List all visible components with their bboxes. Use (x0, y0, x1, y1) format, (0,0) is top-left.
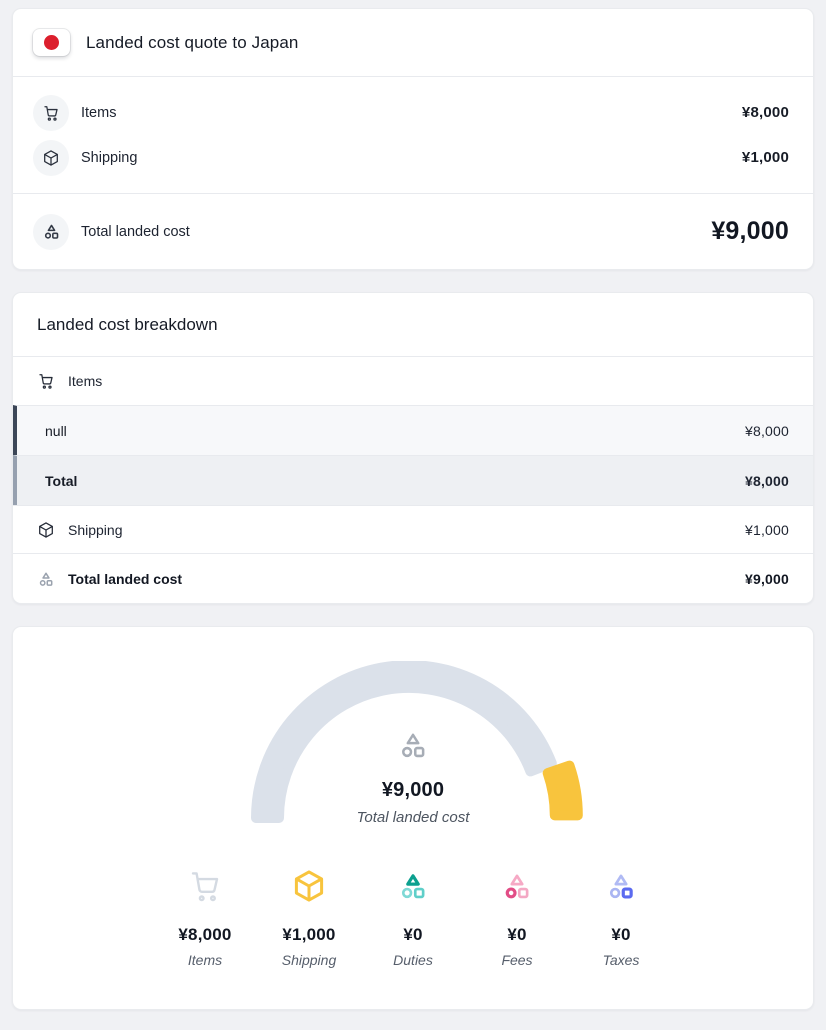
legend-shipping: ¥1,000 Shipping (257, 866, 361, 968)
legend-value: ¥0 (507, 925, 527, 944)
quote-card-header: Landed cost quote to Japan (13, 9, 813, 77)
legend-value: ¥0 (403, 925, 423, 944)
gauge-center-label: Total landed cost (356, 809, 470, 826)
shapes-circle-icon (465, 866, 569, 906)
breakdown-item-row-null: null ¥8,000 (13, 405, 813, 455)
gauge-chart-card: ¥9,000 Total landed cost ¥8,000 Items (12, 626, 814, 1010)
landed-cost-shapes-icon (33, 213, 69, 250)
gauge-arc (251, 661, 583, 823)
package-icon (33, 139, 69, 176)
gauge-center: ¥9,000 Total landed cost (239, 729, 587, 826)
legend-label: Duties (393, 952, 433, 968)
breakdown-shipping-label: Shipping (68, 521, 123, 538)
cart-icon (153, 866, 257, 906)
breakdown-item-value: ¥8,000 (744, 472, 789, 489)
legend-items: ¥8,000 Items (153, 866, 257, 968)
gauge-center-value: ¥9,000 (381, 779, 445, 801)
cart-icon (37, 372, 55, 390)
quote-row-value: ¥8,000 (741, 104, 789, 121)
breakdown-items-total-row: Total ¥8,000 (13, 455, 813, 505)
shapes-triangle-icon (361, 866, 465, 906)
quote-row-items: Items ¥8,000 (13, 90, 813, 135)
legend-value: ¥1,000 (282, 925, 336, 944)
package-icon (257, 866, 361, 906)
quote-total-value: ¥9,000 (711, 217, 789, 245)
quote-row-value: ¥1,000 (741, 149, 789, 166)
japan-flag-icon (33, 29, 70, 56)
quote-row-shipping: Shipping ¥1,000 (13, 135, 813, 180)
breakdown-card: Landed cost breakdown Items null ¥8,000 … (12, 292, 814, 604)
legend-duties: ¥0 Duties (361, 866, 465, 968)
gauge-items-segment (251, 661, 557, 823)
breakdown-shipping-value: ¥1,000 (744, 521, 789, 538)
legend-fees: ¥0 Fees (465, 866, 569, 968)
gauge-legend: ¥8,000 Items ¥1,000 Shipping (13, 866, 813, 968)
quote-rows: Items ¥8,000 Shipping ¥1,000 (13, 77, 813, 193)
breakdown-item-label: Total (45, 472, 78, 489)
gauge-shipping-segment (542, 760, 583, 821)
legend-label: Taxes (602, 952, 640, 968)
quote-total-row: Total landed cost ¥9,000 (13, 193, 813, 269)
breakdown-item-value: ¥8,000 (744, 422, 789, 439)
quote-row-label: Items (81, 104, 117, 121)
quote-card: Landed cost quote to Japan Items ¥8,000 (12, 8, 814, 270)
shapes-square-icon (569, 866, 673, 906)
legend-value: ¥0 (611, 925, 631, 944)
breakdown-total-row: Total landed cost ¥9,000 (13, 553, 813, 603)
quote-row-label: Shipping (81, 149, 138, 166)
legend-label: Shipping (281, 952, 337, 968)
legend-taxes: ¥0 Taxes (569, 866, 673, 968)
breakdown-items-section-header[interactable]: Items (13, 357, 813, 405)
legend-label: Fees (501, 952, 533, 968)
breakdown-total-label: Total landed cost (68, 570, 183, 587)
cart-icon (33, 94, 69, 131)
legend-value: ¥8,000 (178, 925, 232, 944)
quote-total-label: Total landed cost (81, 223, 190, 240)
quote-title: Landed cost quote to Japan (86, 32, 299, 52)
breakdown-title: Landed cost breakdown (13, 293, 813, 357)
landed-cost-shapes-icon (397, 729, 429, 761)
breakdown-total-value: ¥9,000 (744, 570, 789, 587)
landed-cost-gauge: ¥9,000 Total landed cost (239, 661, 587, 857)
legend-label: Items (187, 952, 223, 968)
package-icon (37, 521, 55, 539)
breakdown-item-label: null (45, 422, 67, 439)
landed-cost-shapes-icon (37, 570, 55, 588)
breakdown-section-label: Items (68, 373, 103, 389)
breakdown-shipping-row: Shipping ¥1,000 (13, 505, 813, 553)
